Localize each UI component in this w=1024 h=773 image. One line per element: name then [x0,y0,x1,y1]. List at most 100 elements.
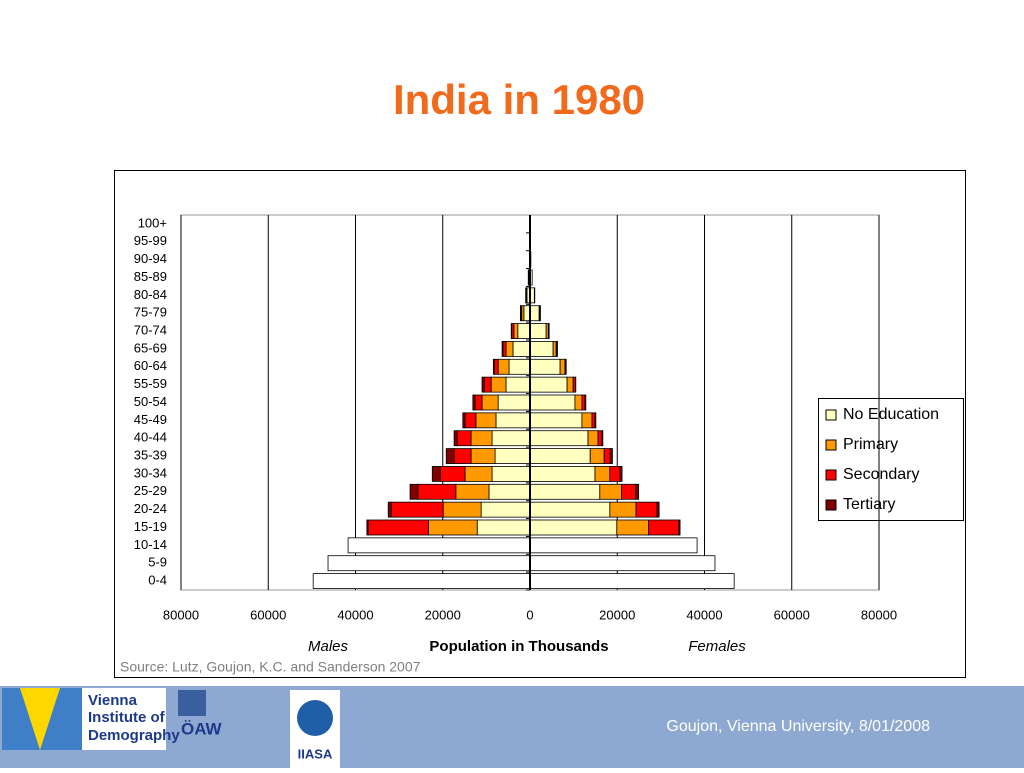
bar-segment [506,341,513,356]
logo-globe [297,700,333,736]
bar-segment [498,359,509,374]
bar-segment [463,413,465,428]
x-axis-title: Population in Thousands [429,638,608,655]
iiasa-logo: IIASA [290,690,340,768]
bar-segment [657,502,659,517]
legend-swatch [826,500,836,510]
bar-segment [530,359,560,374]
bar-segment [610,466,620,481]
bar-segment [493,359,494,374]
bar-segment [582,413,592,428]
bar-segment [454,449,471,464]
y-tick-label: 75-79 [134,305,167,320]
bar-segment [575,395,582,410]
bar-segment [498,395,530,410]
y-tick-label: 35-39 [134,448,167,463]
bar-segment [530,449,590,464]
bar-segment [553,341,556,356]
bar-segment [610,449,612,464]
bar-segment [636,502,657,517]
logo-text: Demography [88,727,180,744]
bar-segment [530,484,600,499]
bar-segment [610,502,636,517]
bar-segment [367,520,368,535]
x-tick-label: 80000 [861,607,897,622]
bar-segment [471,449,495,464]
bar-segment [649,520,679,535]
bar-segment [446,449,454,464]
y-tick-label: 100+ [138,215,167,230]
y-tick-label: 40-44 [134,430,167,445]
bar-segment [348,538,530,553]
bar-segment [328,556,530,571]
y-tick-label: 85-89 [134,269,167,284]
y-tick-label: 45-49 [134,412,167,427]
bar-segment [514,324,518,339]
bar-segment [465,466,492,481]
bar-segment [530,431,588,446]
bar-segment [530,377,567,392]
y-tick-label: 95-99 [134,233,167,248]
bar-segment [489,484,530,499]
y-tick-label: 50-54 [134,394,167,409]
bar-segment [560,359,565,374]
bar-segment [492,466,530,481]
bar-segment [602,431,603,446]
y-tick-label: 0-4 [148,573,167,588]
bar-segment [443,502,481,517]
bar-segment [600,484,622,499]
bar-segment [475,395,482,410]
bar-segment [391,502,443,517]
bar-segment [428,520,477,535]
x-tick-label: 40000 [337,607,373,622]
bar-segment [598,431,602,446]
x-tick-label: 60000 [250,607,286,622]
bar-segment [636,484,639,499]
x-tick-label: 20000 [425,607,461,622]
bar-segment [530,520,617,535]
bar-segment [530,324,546,339]
bar-segment [388,502,391,517]
y-tick-label: 55-59 [134,376,167,391]
bar-segment [679,520,680,535]
legend-label: Primary [843,436,898,453]
y-tick-label: 5-9 [148,555,167,570]
bar-segment [465,413,476,428]
y-tick-label: 15-19 [134,519,167,534]
bar-segment [476,413,496,428]
bar-segment [604,449,610,464]
bar-segment [530,413,582,428]
legend-label: Secondary [843,466,920,483]
bar-segment [491,377,506,392]
logo-building [178,690,206,716]
logo-text: Institute of [88,709,166,726]
legend-swatch [826,410,836,420]
y-tick-label: 20-24 [134,501,167,516]
bar-segment [530,395,575,410]
legend-swatch [826,470,836,480]
bar-segment [477,520,530,535]
bar-segment [588,431,598,446]
bar-segment [530,574,734,589]
y-tick-label: 60-64 [134,358,167,373]
bar-segment [622,484,636,499]
bar-segment [432,466,440,481]
y-tick-label: 70-74 [134,323,167,338]
x-tick-label: 80000 [163,607,199,622]
bar-segment [590,449,604,464]
bar-segment [518,324,530,339]
bar-segment [484,377,491,392]
bar-segment [481,502,530,517]
bar-segment [617,520,649,535]
x-tick-label: 0 [526,607,533,622]
source-note: Source: Lutz, Goujon, K.C. and Sanderson… [120,659,421,675]
bar-segment [513,341,530,356]
bar-segment [530,341,553,356]
logo-text: IIASA [298,746,333,761]
legend-swatch [826,440,836,450]
bar-segment [530,466,595,481]
bar-segment [582,395,585,410]
legend-label: Tertiary [843,496,895,513]
bar-segment [502,341,503,356]
